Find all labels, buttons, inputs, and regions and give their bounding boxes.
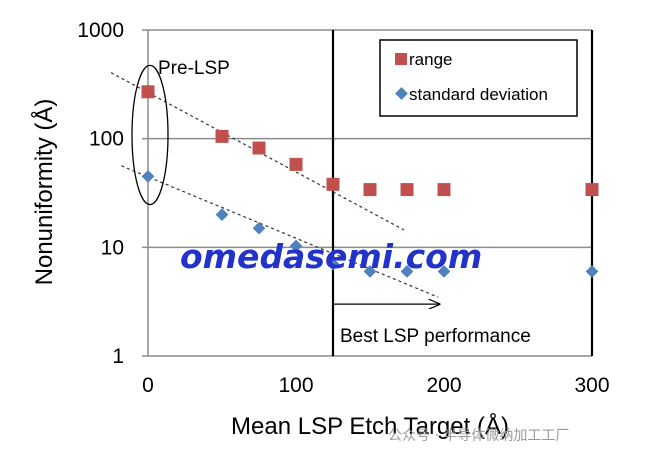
std-point — [400, 265, 414, 278]
y-tick-10: 10 — [101, 236, 124, 259]
std-point — [141, 169, 155, 183]
range-point — [437, 183, 451, 197]
range-trend-line — [110, 72, 405, 231]
std-point — [252, 221, 266, 235]
std-trend-line — [121, 165, 439, 298]
legend: range standard deviation — [379, 39, 578, 117]
legend-label-std: standard deviation — [409, 85, 548, 104]
x-tick-300: 300 — [574, 374, 609, 397]
legend-marker-range — [395, 53, 407, 65]
trend-lines — [110, 72, 439, 298]
x-axis-title: Mean LSP Etch Target (Å) — [231, 412, 509, 440]
range-point — [585, 183, 599, 197]
legend-label-range: range — [409, 50, 452, 69]
y-tick-100: 100 — [89, 128, 124, 151]
range-point — [289, 157, 303, 171]
pre-lsp-label: Pre-LSP — [158, 58, 230, 79]
std-point — [437, 265, 451, 278]
y-axis-title: Nonuniformity (Å) — [30, 99, 58, 286]
legend-marker-std — [395, 87, 408, 100]
range-point — [363, 183, 377, 197]
range-point — [400, 183, 414, 197]
y-tick-1: 1 — [112, 345, 124, 368]
range-point — [326, 177, 340, 191]
std-point — [326, 257, 340, 271]
tick-labels: 1 10 100 1000 0 100 200 300 — [77, 19, 609, 397]
y-tick-1000: 1000 — [77, 19, 124, 42]
watermark-text: omedasemi.com — [180, 237, 482, 276]
x-tick-0: 0 — [142, 374, 154, 397]
range-point — [252, 141, 266, 155]
std-point — [585, 265, 599, 278]
watermark-corner: 公众号 · 半导体微纳加工工厂 — [388, 428, 569, 444]
annotations — [131, 64, 440, 304]
x-tick-100: 100 — [278, 374, 313, 397]
x-tick-200: 200 — [426, 374, 461, 397]
axes — [142, 29, 594, 357]
pre-lsp-ellipse — [131, 64, 169, 206]
std-point — [215, 208, 229, 221]
range-point — [141, 85, 155, 99]
std-point — [363, 265, 377, 278]
data-points — [141, 85, 599, 278]
legend-box — [379, 39, 578, 117]
range-point — [215, 129, 229, 143]
best-lsp-label: Best LSP performance — [340, 326, 531, 347]
std-point — [289, 239, 303, 253]
